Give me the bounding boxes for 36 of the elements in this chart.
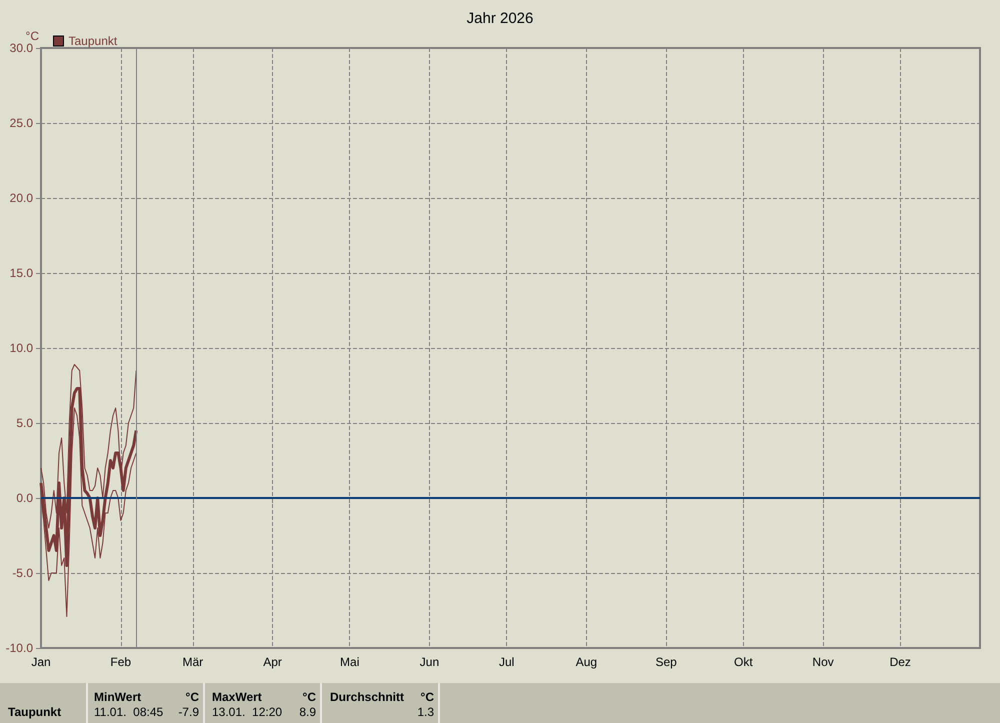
text: MaxWert: [212, 690, 262, 704]
x-tick-label: Jan: [31, 655, 51, 669]
text: 8.9: [299, 705, 316, 719]
x-tick-label: Dez: [890, 655, 911, 669]
text: 13.01. 12:20: [212, 705, 282, 719]
text: -7.9: [178, 705, 199, 719]
x-tick-label: Apr: [263, 655, 282, 669]
y-tick-label: 25.0: [10, 116, 34, 130]
y-tick-label: 0.0: [16, 491, 34, 505]
text: Durchschnitt: [330, 690, 404, 704]
x-tick-label: Okt: [734, 655, 754, 669]
x-tick-label: Jun: [420, 655, 440, 669]
y-tick-label: 15.0: [10, 266, 34, 280]
y-tick-label: 20.0: [10, 191, 34, 205]
text: 11.01. 08:45: [94, 705, 164, 719]
x-tick-label: Sep: [655, 655, 678, 669]
chart-title: Jahr 2026: [466, 10, 534, 27]
legend-label: Taupunkt: [68, 34, 118, 48]
y-tick-label: 30.0: [10, 41, 34, 55]
text: MinWert: [94, 690, 142, 704]
y-tick-label: -10.0: [6, 641, 34, 655]
text: °C: [420, 690, 434, 704]
y-axis-title: °C: [26, 29, 40, 43]
y-tick-label: -5.0: [12, 566, 34, 580]
y-tick-label: 5.0: [16, 416, 34, 430]
x-tick-label: Mai: [340, 655, 360, 669]
text: 1.3: [417, 705, 434, 719]
text: Taupunkt: [8, 705, 62, 719]
text: °C: [302, 690, 316, 704]
x-tick-label: Mär: [182, 655, 204, 669]
x-tick-label: Nov: [812, 655, 834, 669]
x-tick-label: Feb: [110, 655, 132, 669]
text: °C: [186, 690, 199, 704]
x-tick-label: Aug: [576, 655, 598, 669]
x-tick-label: Jul: [498, 655, 514, 669]
y-tick-label: 10.0: [10, 341, 34, 355]
